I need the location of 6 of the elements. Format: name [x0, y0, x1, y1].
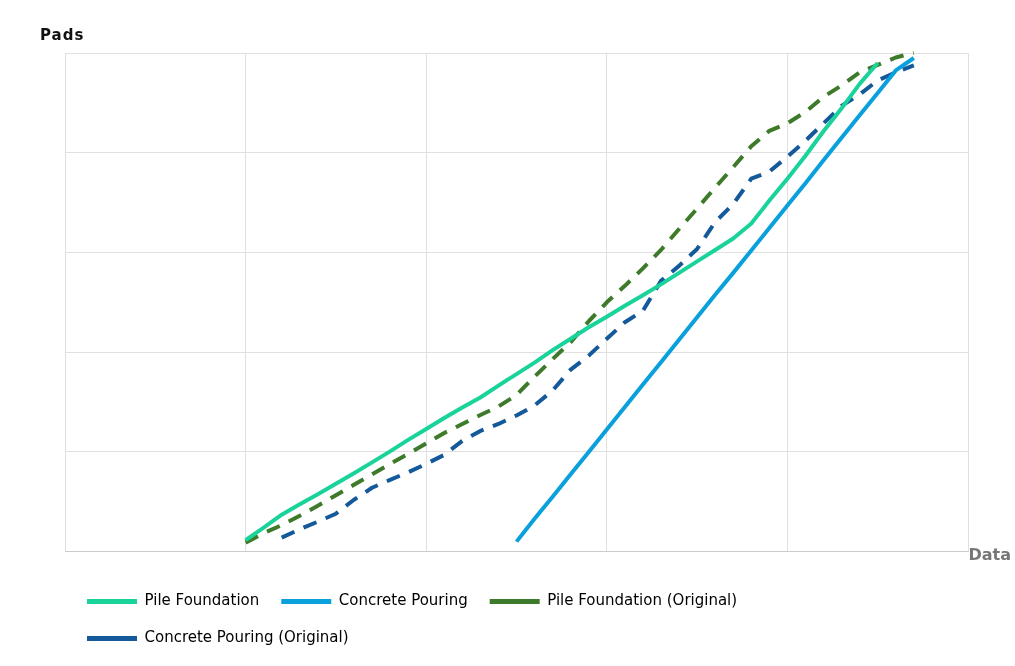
legend-label: Pile Foundation (Original): [547, 591, 738, 610]
legend-label: Concrete Pouring (Original): [144, 628, 349, 647]
legend-label: Pile Foundation: [144, 591, 260, 610]
y-axis-title: Pads: [40, 26, 85, 44]
legend-label: Concrete Pouring: [338, 591, 468, 610]
x-axis-title: Data: [968, 545, 1011, 564]
